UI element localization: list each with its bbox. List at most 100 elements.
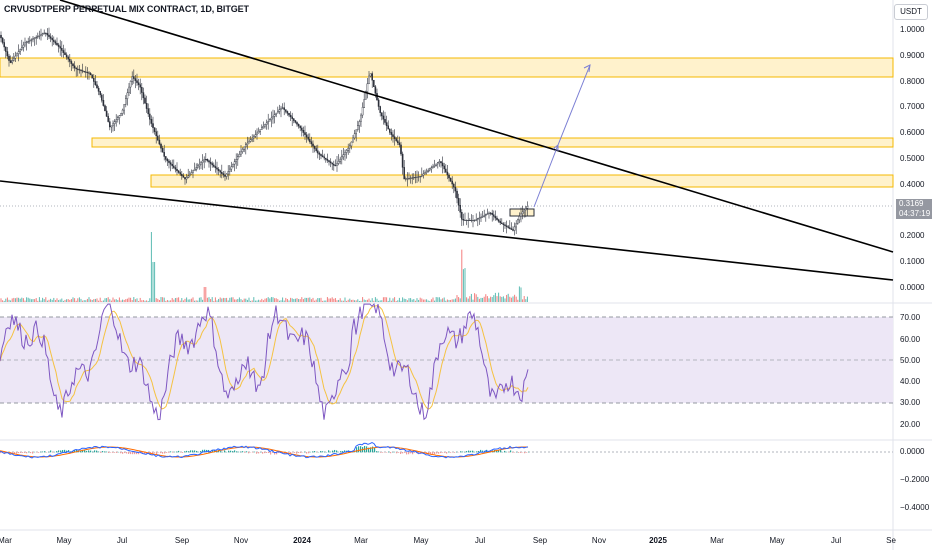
- candle-body: [115, 119, 117, 122]
- descending-trendline-upper[interactable]: [59, 0, 894, 253]
- volume-bar: [2, 300, 4, 302]
- candle-body: [48, 34, 50, 37]
- volume-bar: [59, 299, 61, 302]
- candle-body: [59, 46, 61, 49]
- volume-bar: [19, 298, 21, 302]
- rsi-axis-label: 40.00: [900, 377, 921, 386]
- volume-bar: [216, 300, 218, 302]
- volume-bar: [262, 300, 264, 302]
- descending-trendline-lower[interactable]: [0, 180, 894, 281]
- volume-bar: [99, 297, 101, 302]
- candle-body: [278, 109, 281, 112]
- volume-bar: [405, 299, 407, 302]
- macd-histogram-bar: [342, 451, 344, 453]
- candle-body: [104, 105, 106, 112]
- candle-body: [414, 177, 417, 179]
- volume-bar: [218, 298, 220, 302]
- volume-bar: [51, 299, 53, 302]
- volume-bar: [285, 297, 287, 302]
- volume-bar: [514, 294, 516, 302]
- volume-bar: [171, 297, 173, 302]
- candle-body: [419, 176, 422, 178]
- resistance-zone-middle[interactable]: [91, 137, 894, 148]
- candle-body: [446, 171, 449, 176]
- candle-body: [220, 171, 223, 174]
- candle-body: [261, 127, 263, 130]
- volume-bar: [483, 296, 485, 302]
- macd-histogram-bar: [88, 450, 90, 453]
- candle-body: [249, 139, 252, 142]
- price-axis-label: 0.2000: [900, 231, 925, 240]
- candle-body: [192, 170, 194, 173]
- candle-body: [179, 172, 182, 175]
- candle-body: [21, 47, 23, 50]
- volume-bar: [494, 292, 496, 302]
- candle-body: [150, 119, 153, 124]
- candle-body: [113, 121, 116, 125]
- volume-bar: [106, 298, 108, 302]
- candle-body: [78, 69, 81, 71]
- macd-signal-line: [0, 446, 529, 458]
- candle-body: [92, 78, 95, 82]
- volume-bar: [181, 298, 183, 302]
- candle-body: [156, 135, 159, 141]
- support-zone-lower[interactable]: [150, 174, 894, 188]
- volume-bar: [504, 298, 506, 302]
- candle-body: [131, 76, 134, 82]
- volume-bar: [403, 298, 405, 302]
- macd-histogram-bar: [370, 447, 372, 453]
- macd-histogram-bar: [528, 451, 530, 453]
- candle-body: [326, 159, 329, 161]
- candle-body: [353, 133, 356, 139]
- candle-body: [518, 216, 521, 221]
- macd-histogram-bar: [478, 450, 480, 453]
- candle-body: [84, 71, 87, 73]
- volume-bar: [56, 298, 58, 302]
- macd-histogram-bar: [14, 452, 16, 454]
- macd-histogram-bar: [156, 452, 158, 455]
- volume-bar: [176, 297, 178, 302]
- candle-body: [472, 219, 474, 221]
- volume-bar: [238, 297, 240, 302]
- macd-histogram-bar: [126, 452, 128, 454]
- candle-body: [350, 141, 353, 147]
- macd-histogram-bar: [116, 452, 118, 453]
- candle-body: [470, 219, 473, 221]
- macd-histogram-bar: [160, 452, 162, 454]
- candle-body: [477, 218, 479, 220]
- macd-axis-label: −0.2000: [900, 475, 930, 484]
- macd-histogram-bar: [410, 452, 412, 454]
- candle-body: [264, 124, 266, 127]
- macd-histogram-bar: [322, 451, 324, 453]
- macd-histogram-bar: [482, 450, 484, 453]
- macd-histogram-bar: [112, 452, 114, 453]
- candle-body: [14, 55, 17, 59]
- candle-body: [451, 180, 454, 185]
- candle-body: [464, 219, 466, 221]
- macd-histogram-bar: [408, 452, 410, 455]
- candle-body: [203, 159, 206, 162]
- candle-body: [379, 106, 382, 113]
- volume-bar: [462, 269, 464, 302]
- macd-histogram-bar: [82, 449, 84, 453]
- volume-bar: [34, 299, 36, 302]
- candle-body: [152, 123, 154, 128]
- resistance-zone-upper[interactable]: [0, 57, 894, 78]
- currency-button[interactable]: USDT: [894, 4, 928, 20]
- candle-body: [204, 159, 207, 161]
- price-axis-label: 0.0000: [900, 283, 925, 292]
- macd-histogram-bar: [438, 452, 440, 454]
- candle-body: [32, 38, 34, 40]
- candle-body: [251, 137, 254, 140]
- volume-bar: [147, 300, 149, 302]
- volume-bar: [418, 299, 420, 302]
- candle-body: [254, 134, 257, 137]
- macd-histogram-bar: [182, 452, 184, 453]
- time-axis-label: May: [413, 536, 429, 545]
- candle-body: [454, 186, 457, 192]
- candle-body: [360, 114, 362, 122]
- candle-body: [112, 123, 114, 127]
- candle-body: [337, 161, 340, 164]
- macd-histogram-bar: [336, 450, 338, 453]
